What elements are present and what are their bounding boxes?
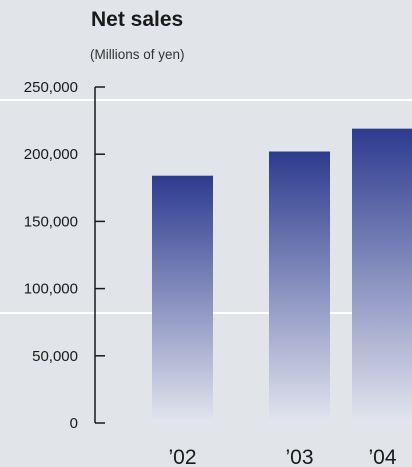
background-band-line-top: [0, 99, 412, 101]
y-tick-label: 0: [70, 415, 78, 432]
y-tick-label: 150,000: [24, 213, 78, 230]
y-tick-label: 250,000: [24, 79, 78, 96]
y-tick-label: 50,000: [32, 348, 78, 365]
y-tick-labels: 250,000 200,000 150,000 100,000 50,000 0: [24, 79, 78, 432]
bar: [152, 175, 213, 423]
y-axis: [94, 86, 105, 424]
y-tick-label: 100,000: [24, 281, 78, 298]
chart-subtitle: (Millions of yen): [90, 47, 185, 62]
chart-title: Net sales: [91, 8, 184, 31]
x-tick-label: ’03: [285, 446, 313, 467]
y-tick-label: 200,000: [24, 146, 78, 163]
bar: [352, 128, 412, 423]
x-tick-label: ’02: [168, 446, 196, 467]
x-tick-label: ’04: [368, 446, 396, 467]
x-tick-labels: ’02 ’03 ’04: [168, 446, 396, 467]
bar-group: [152, 128, 412, 423]
bar: [269, 151, 330, 423]
